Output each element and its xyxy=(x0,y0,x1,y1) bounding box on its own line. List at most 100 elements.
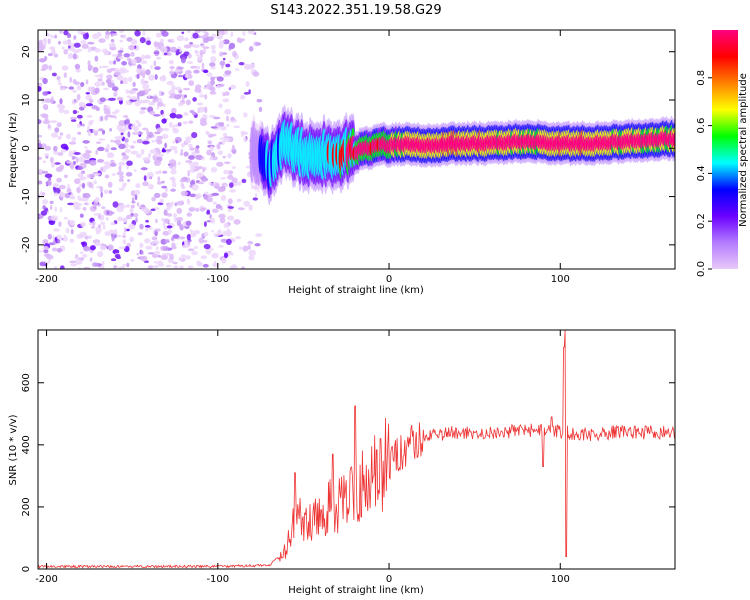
spectrogram-noise-blob xyxy=(58,221,62,228)
spectrogram-noise-blob xyxy=(194,30,201,33)
spectrogram-noise-blob xyxy=(136,73,140,80)
spectrogram-noise-blob xyxy=(67,52,73,60)
spectrogram-noise-blob xyxy=(154,151,159,158)
spectrogram-noise-blob xyxy=(183,44,192,49)
spectrogram-noise-blob xyxy=(209,156,214,161)
spectrogram-noise-blob xyxy=(250,63,256,68)
spectrogram-noise-blob xyxy=(143,208,151,214)
spectrogram-noise-blob xyxy=(130,38,138,45)
spectrogram-noise-blob xyxy=(183,112,189,116)
spectrogram-noise-blob xyxy=(206,72,213,77)
spectrogram-noise-blob xyxy=(61,46,65,50)
spectrogram-noise-blob xyxy=(56,239,61,244)
spectrogram-noise-blob xyxy=(45,180,52,186)
spectrogram-noise-blob xyxy=(164,239,170,243)
spectrogram-noise-blob xyxy=(161,185,168,189)
spectrogram-noise-blob xyxy=(87,64,94,70)
spectrogram-noise-blob xyxy=(162,127,170,131)
spectrogram-noise-blob xyxy=(161,118,167,124)
spectrogram-noise-blob xyxy=(126,160,133,166)
spectrogram-noise-blob xyxy=(82,253,88,258)
spectrogram-noise-blob xyxy=(50,162,55,168)
spectrogram-noise-blob xyxy=(104,174,110,179)
spectrogram-noise-blob xyxy=(108,60,114,65)
spectrogram-noise-blob xyxy=(166,213,173,217)
spectrogram-noise-blob xyxy=(195,176,199,179)
spectrogram-noise-blob xyxy=(187,171,190,174)
spectrogram-noise-blob xyxy=(222,57,226,61)
spectrogram-noise-blob xyxy=(236,181,242,186)
spectrogram-noise-blob xyxy=(168,122,174,128)
spectrogram-noise-blob xyxy=(58,184,66,190)
spectrogram-noise-blob xyxy=(181,244,190,249)
spectrogram-noise-blob xyxy=(255,233,263,237)
spectrogram-noise-blob xyxy=(174,149,178,154)
spectrogram-noise-blob xyxy=(247,244,251,251)
colorbar-tick-label: 0.6 xyxy=(696,118,707,134)
spectrogram-noise-blob xyxy=(211,152,215,158)
spectrogram-noise-blob xyxy=(192,32,199,39)
spectrogram-noise-blob xyxy=(94,48,101,53)
spectrogram-noise-blob xyxy=(72,156,77,159)
spectrogram-noise-blob xyxy=(74,206,81,210)
spectrogram-noise-blob xyxy=(164,142,167,149)
spectrogram-noise-blob xyxy=(87,86,93,92)
spectrogram-noise-blob xyxy=(125,228,130,232)
spectrogram-noise-blob xyxy=(66,133,71,140)
spectrogram-noise-blob xyxy=(106,68,113,73)
spectrogram-noise-blob xyxy=(94,87,100,94)
spectrogram-noise-blob xyxy=(130,258,135,262)
spectrogram-noise-blob xyxy=(232,50,237,58)
spectrogram-noise-blob xyxy=(92,262,99,267)
spectrogram-noise-blob xyxy=(106,74,113,80)
spectrogram-noise-blob xyxy=(190,65,197,69)
spectrogram-noise-blob xyxy=(129,236,135,243)
spectrogram-noise-blob xyxy=(221,257,227,264)
spectrogram-noise-blob xyxy=(174,86,182,91)
spectrogram-noise-blob xyxy=(63,236,68,242)
spectrogram-noise-blob xyxy=(140,148,145,155)
spectrogram-noise-blob xyxy=(188,162,194,166)
spectrogram-noise-blob xyxy=(198,237,204,244)
spectrogram-noise-blob xyxy=(53,240,56,246)
spectrogram-noise-blob xyxy=(219,137,227,140)
spectrogram-noise-blob xyxy=(122,184,126,189)
spectrogram-noise-blob xyxy=(60,143,68,150)
spectrogram-noise-blob xyxy=(225,230,232,237)
spectrogram-noise-blob xyxy=(69,238,75,243)
spectrogram-noise-blob xyxy=(125,172,133,177)
spectrogram-noise-blob xyxy=(118,165,122,172)
spectrogram-noise-blob xyxy=(204,94,208,100)
spectrogram-noise-blob xyxy=(143,175,147,182)
spectrogram-noise-blob xyxy=(136,202,140,207)
colorbar-tick-label: 0.8 xyxy=(696,70,707,86)
snr-frame xyxy=(37,329,676,570)
spectrogram-noise-blob xyxy=(152,98,156,103)
spectrogram-noise-blob xyxy=(82,140,90,144)
spectrogram-noise-blob xyxy=(97,224,101,229)
spectrogram-noise-blob xyxy=(72,53,77,60)
spectrogram-noise-blob xyxy=(128,223,136,230)
spectrogram-noise-blob xyxy=(116,234,122,238)
spectrogram-noise-blob xyxy=(106,210,110,215)
spectrogram-noise-blob xyxy=(103,161,110,165)
snr-ticks: -200 -100 0 100 0 200 400 600 xyxy=(21,330,675,585)
spectrogram-noise-blob xyxy=(189,184,193,188)
spectrogram-noise-blob xyxy=(139,110,146,115)
spectrogram-noise-blob xyxy=(118,135,123,139)
y-tick-label: -10 xyxy=(21,188,32,204)
spectrogram-noise-blob xyxy=(57,40,61,45)
spectrogram-noise-blob xyxy=(91,119,94,124)
spectrogram-noise-blob xyxy=(243,200,251,207)
spectrogram-noise-blob xyxy=(248,46,254,52)
spectrogram-noise-blob xyxy=(49,46,56,51)
spectrogram-noise-blob xyxy=(116,74,124,81)
spectrogram-noise-blob xyxy=(136,153,142,158)
spectrogram-noise-blob xyxy=(79,213,84,218)
spectrogram-noise-blob xyxy=(69,220,75,227)
spectrogram-noise-blob xyxy=(211,208,219,213)
spectrogram-noise-blob xyxy=(243,112,248,118)
spectrogram-noise-blob xyxy=(178,161,181,166)
spectrogram-noise-blob xyxy=(106,144,110,149)
